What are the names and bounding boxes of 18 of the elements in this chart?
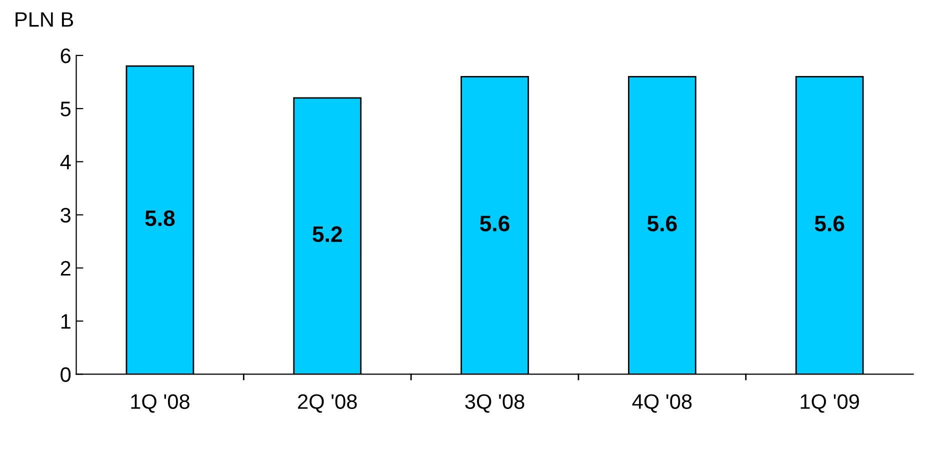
data-label: 5.2 — [312, 226, 342, 242]
y-axis-title: PLN B — [16, 12, 74, 27]
y-tick-label: 4 — [60, 154, 71, 170]
x-tick-label: 2Q '08 — [298, 394, 357, 413]
y-tick-label: 6 — [60, 48, 70, 64]
y-tick-label: 0 — [60, 367, 71, 382]
y-tick-label: 1 — [61, 314, 70, 329]
y-tick-label: 2 — [60, 260, 70, 276]
data-label: 5.6 — [480, 216, 510, 232]
data-label: 5.6 — [814, 216, 844, 232]
y-tick-label: 3 — [60, 208, 70, 223]
x-tick-label: 4Q '08 — [632, 394, 692, 413]
data-label: 5.8 — [145, 210, 175, 226]
x-tick-label: 1Q '08 — [131, 394, 190, 413]
data-label: 5.6 — [647, 216, 677, 232]
x-tick-label: 3Q '08 — [465, 394, 524, 413]
x-tick-label: 1Q '09 — [800, 394, 859, 413]
y-tick-label: 5 — [60, 102, 71, 116]
